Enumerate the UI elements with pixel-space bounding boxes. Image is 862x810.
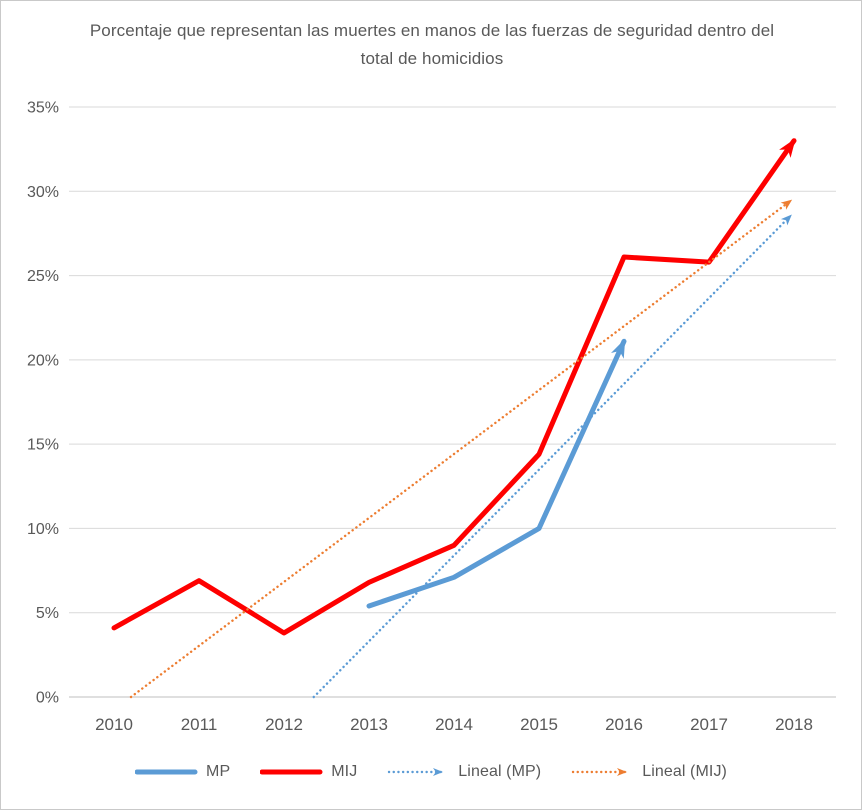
chart-title: Porcentaje que representan las muertes e… [89, 21, 775, 68]
y-axis-tick-label: 5% [36, 605, 59, 622]
y-axis-tick-label: 20% [27, 352, 59, 369]
y-axis-tick-label: 15% [27, 437, 59, 454]
y-axis-tick-label: 35% [27, 100, 59, 117]
x-axis-tick-label: 2016 [605, 715, 643, 734]
x-axis-tick-label: 2012 [265, 715, 303, 734]
legend-item-mp: MP [135, 763, 230, 781]
legend-swatch-lineal-mp [388, 768, 444, 776]
chart-legend: MP MIJ Lineal (MP) Lineal (MIJ) [1, 754, 861, 790]
legend-item-lineal-mp: Lineal (MP) [387, 763, 541, 781]
legend-label-mp: MP [206, 763, 231, 780]
legend-swatch-mij [260, 769, 323, 775]
y-axis-tick-label: 0% [36, 690, 59, 707]
legend-item-lineal-mij: Lineal (MIJ) [571, 763, 727, 781]
legend-label-lineal-mij: Lineal (MIJ) [642, 763, 727, 780]
y-axis-tick-label: 25% [27, 268, 59, 285]
x-axis-tick-label: 2018 [775, 715, 813, 734]
legend-swatch-mp [135, 769, 198, 775]
trendline-mp [312, 214, 792, 699]
legend-label-lineal-mp: Lineal (MP) [458, 763, 542, 780]
x-axis-tick-label: 2014 [435, 715, 473, 734]
series-line-mij [111, 138, 797, 636]
legend-item-mij: MIJ [260, 763, 357, 781]
y-axis-tick-label: 30% [27, 184, 59, 201]
legend-swatch-lineal-mij [572, 768, 628, 776]
x-axis-tick-label: 2015 [520, 715, 558, 734]
x-axis-tick-label: 2010 [95, 715, 133, 734]
x-axis-tick-label: 2017 [690, 715, 728, 734]
trendline-mij [129, 199, 793, 699]
series-line-mp [366, 338, 627, 609]
y-axis-tick-label: 10% [27, 521, 59, 538]
legend-label-mij: MIJ [331, 763, 358, 780]
x-axis-tick-label: 2013 [350, 715, 388, 734]
x-axis-tick-label: 2011 [181, 715, 218, 734]
